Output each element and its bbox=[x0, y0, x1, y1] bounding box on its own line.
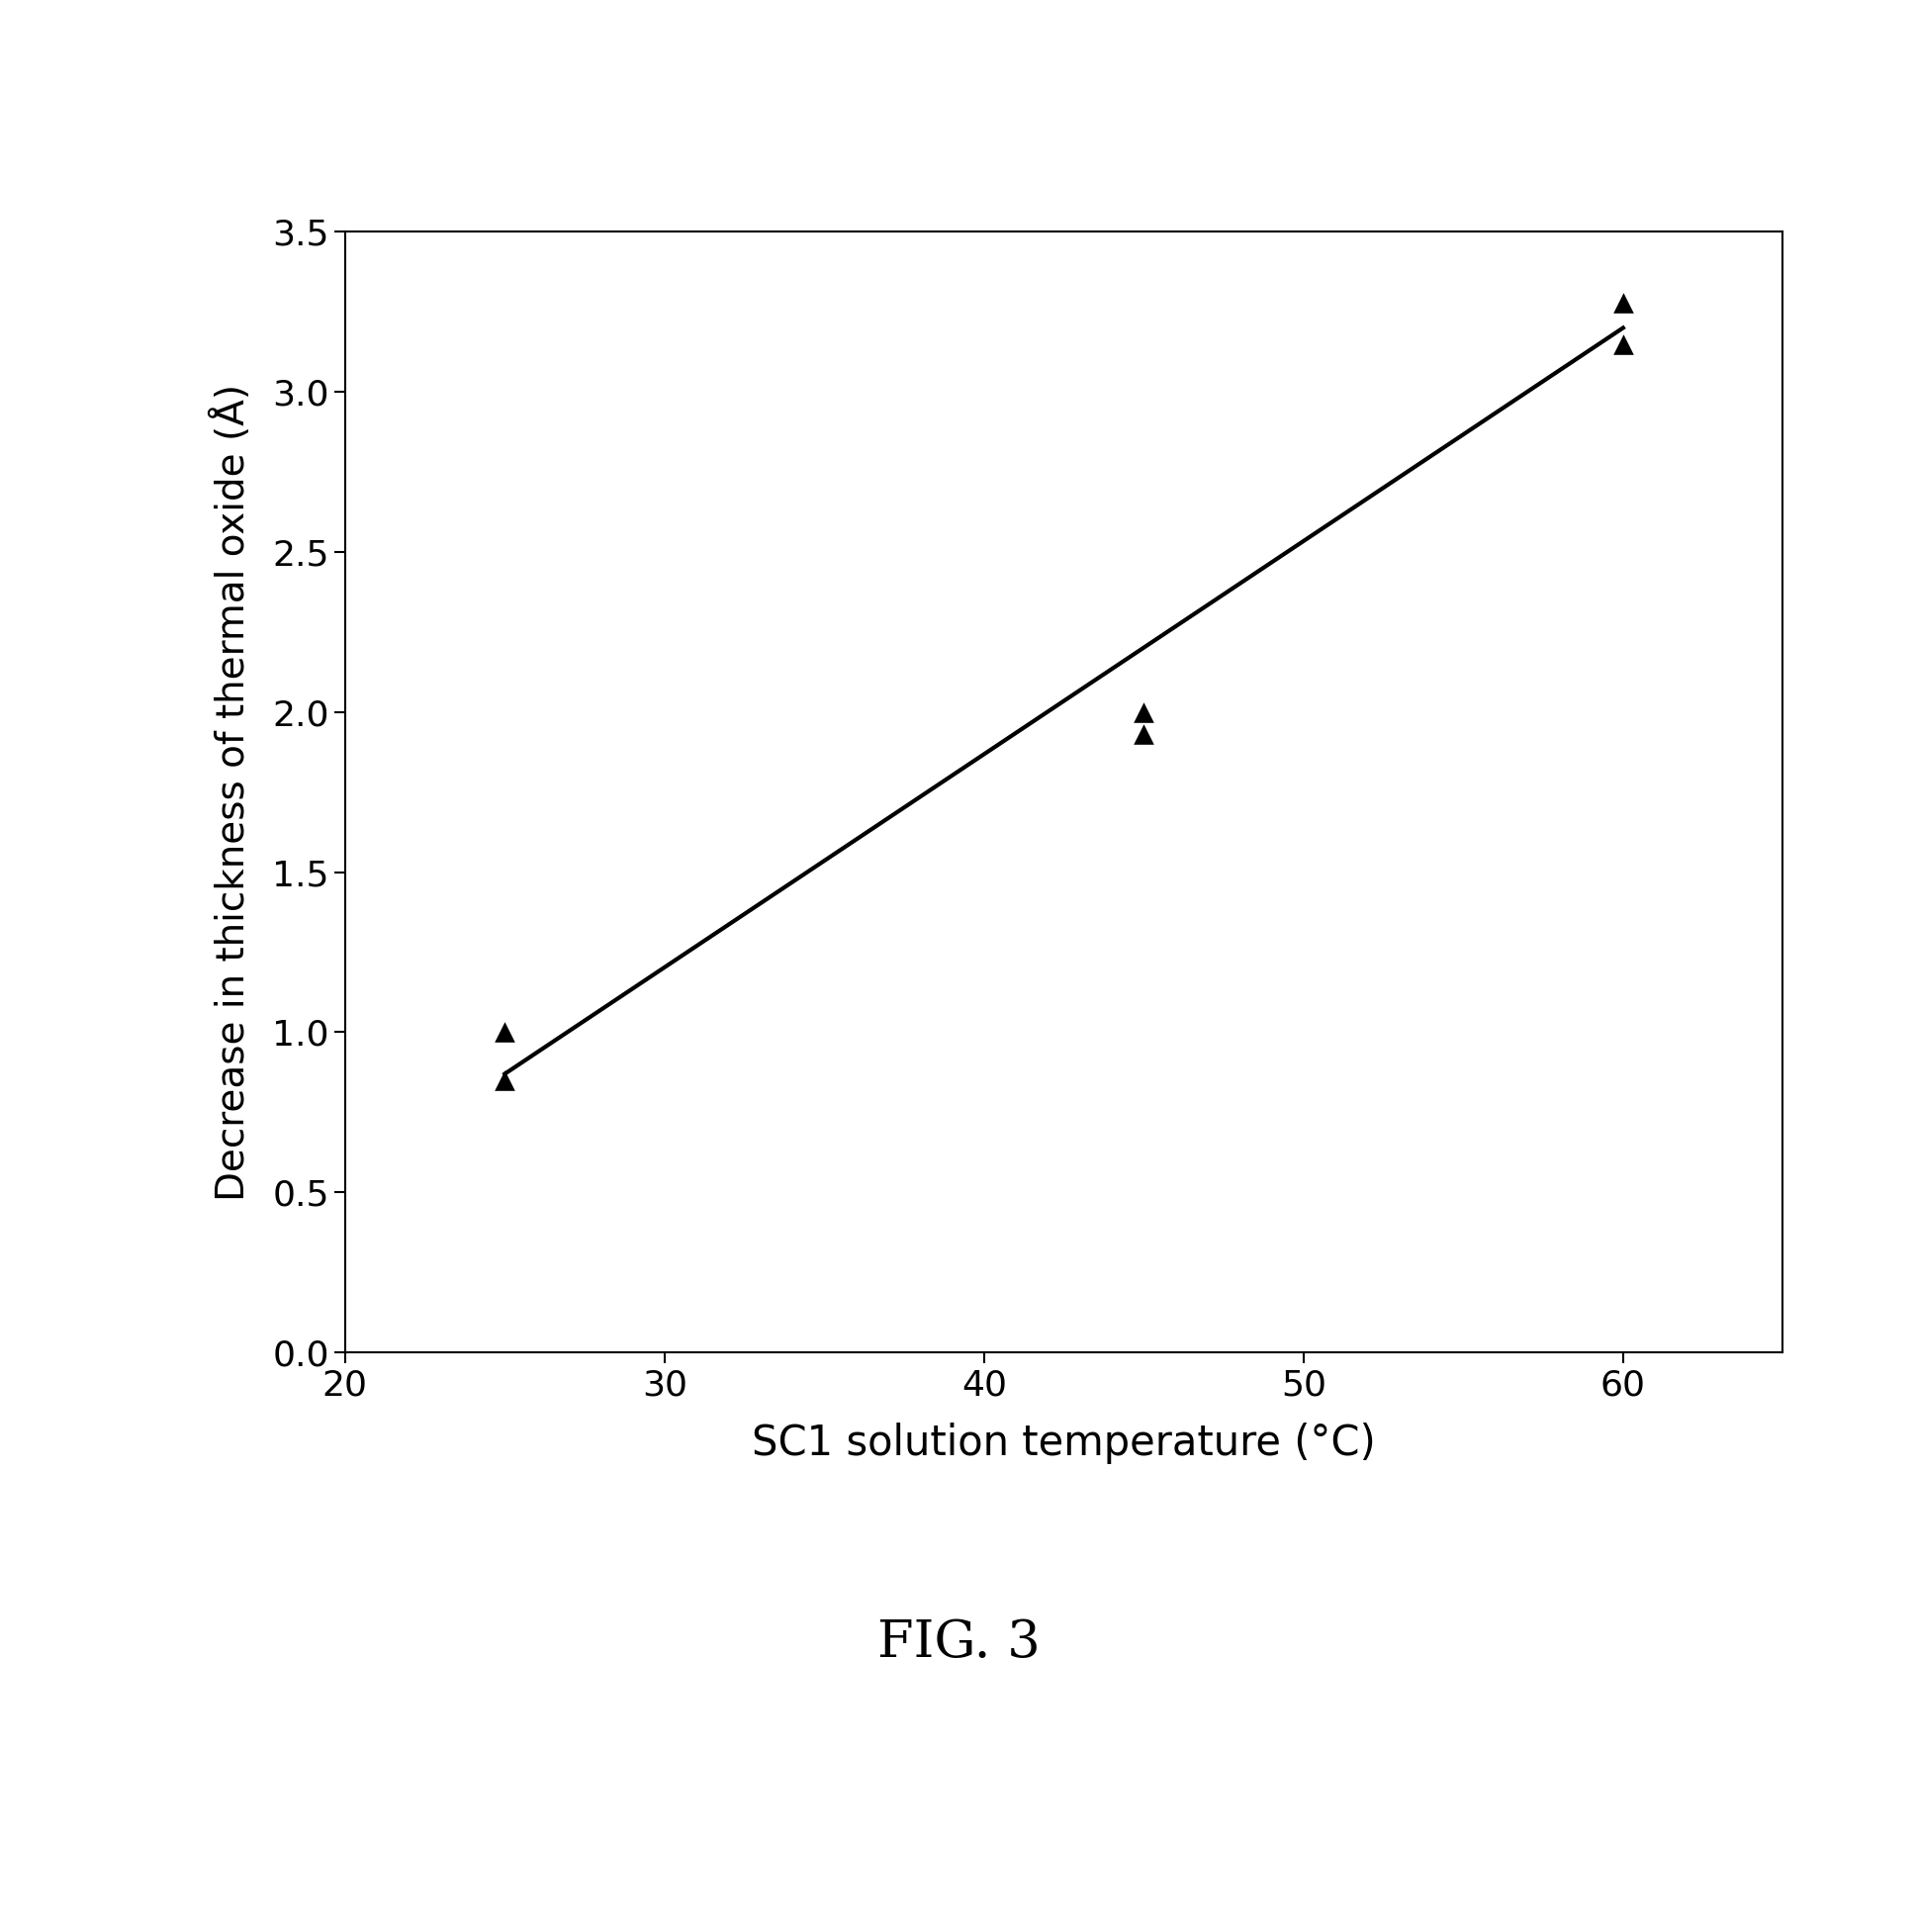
Point bbox=[1129, 697, 1160, 728]
X-axis label: SC1 solution temperature (°C): SC1 solution temperature (°C) bbox=[751, 1422, 1376, 1464]
Point bbox=[1608, 328, 1639, 359]
Point bbox=[1608, 286, 1639, 317]
Text: FIG. 3: FIG. 3 bbox=[876, 1617, 1041, 1667]
Point bbox=[489, 1065, 520, 1095]
Y-axis label: Decrease in thickness of thermal oxide (Å): Decrease in thickness of thermal oxide (… bbox=[211, 384, 251, 1200]
Point bbox=[489, 1016, 520, 1047]
Point bbox=[1129, 719, 1160, 750]
